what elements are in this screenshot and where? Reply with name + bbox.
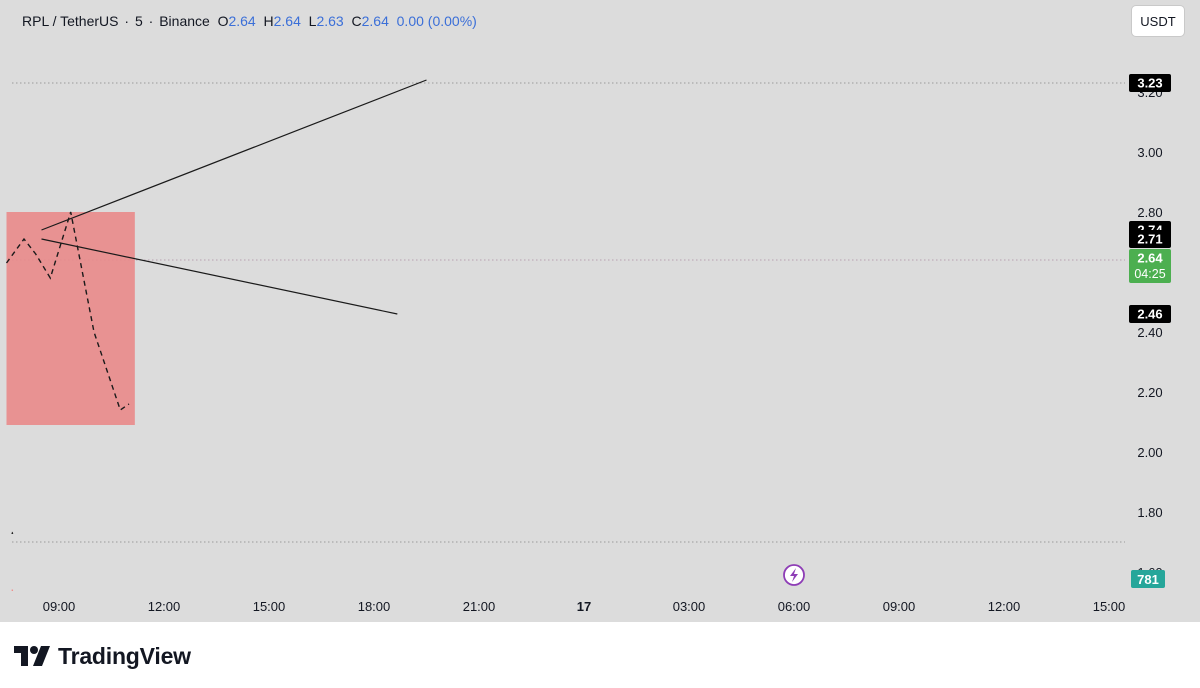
triangle-lower-line — [41, 238, 398, 315]
x-tick-label: 15:00 — [253, 599, 286, 614]
x-tick-label: 17 — [577, 599, 591, 614]
legend-close-value: 2.64 — [361, 13, 389, 29]
price-badge: 2.46 — [1129, 305, 1171, 323]
x-tick-label: 09:00 — [43, 599, 76, 614]
legend-close-label: C — [351, 13, 362, 29]
chart-area[interactable]: 3.203.002.802.602.402.202.001.801.60 09:… — [0, 0, 1200, 622]
legend-change: 0.00 (0.00%) — [396, 13, 477, 29]
legend-high-label: H — [263, 13, 274, 29]
y-tick-label: 2.40 — [1137, 325, 1162, 340]
price-badge: 3.23 — [1129, 74, 1171, 92]
candle-body — [11, 533, 14, 534]
triangle-upper-line — [41, 79, 427, 231]
y-tick-label: 2.80 — [1137, 205, 1162, 220]
brand-name: TradingView — [58, 642, 191, 669]
price-chart[interactable]: 3.203.002.802.602.402.202.001.801.60 09:… — [0, 0, 1200, 622]
x-tick-label: 15:00 — [1093, 599, 1126, 614]
legend-symbol[interactable]: RPL / TetherUS — [22, 13, 119, 29]
price-badge-bg — [1129, 74, 1171, 92]
legend-open-value: 2.64 — [228, 13, 256, 29]
legend-low-label: L — [308, 13, 317, 29]
volume-badge-label: 781 — [1137, 572, 1159, 587]
price-badge-label: 2.71 — [1137, 232, 1162, 247]
y-tick-label: 2.00 — [1137, 445, 1162, 460]
x-tick-label: 18:00 — [358, 599, 391, 614]
tradingview-brand: TradingView — [14, 641, 191, 671]
legend-exchange: Binance — [159, 13, 210, 29]
tradingview-logo-icon — [14, 646, 50, 666]
x-tick-label: 06:00 — [778, 599, 811, 614]
price-badge: 2.71 — [1129, 230, 1171, 248]
price-badge-label: 3.23 — [1137, 76, 1162, 91]
x-tick-label: 21:00 — [463, 599, 496, 614]
price-badge-bg — [1129, 249, 1171, 283]
legend-open-label: O — [217, 13, 229, 29]
currency-unit-button[interactable]: USDT — [1132, 6, 1184, 36]
price-badge-bg — [1129, 305, 1171, 323]
projection-path — [5, 211, 130, 412]
volume-bar — [11, 589, 14, 591]
price-badge-countdown: 04:25 — [1134, 267, 1165, 281]
x-tick-label: 12:00 — [148, 599, 181, 614]
y-tick-label: 2.20 — [1137, 385, 1162, 400]
alert-lightning-icon[interactable] — [783, 564, 805, 586]
x-tick-label: 09:00 — [883, 599, 916, 614]
y-tick-label: 1.80 — [1137, 505, 1162, 520]
price-badge-label: 2.64 — [1137, 251, 1163, 266]
price-badge-bg — [1129, 230, 1171, 248]
volume-badge-bg — [1131, 570, 1165, 588]
legend-low-value: 2.63 — [316, 13, 344, 29]
target-zone-box — [6, 212, 135, 425]
volume-badge: 781 — [1131, 570, 1165, 588]
price-badge-label: 2.46 — [1137, 307, 1162, 322]
legend-high-value: 2.64 — [273, 13, 301, 29]
chart-legend: RPL / TetherUS · 5 · Binance O2.64 H2.64… — [22, 13, 477, 29]
candle — [11, 531, 14, 534]
legend-interval: 5 — [134, 13, 143, 29]
y-tick-label: 3.00 — [1137, 145, 1162, 160]
x-tick-label: 12:00 — [988, 599, 1021, 614]
x-tick-label: 03:00 — [673, 599, 706, 614]
